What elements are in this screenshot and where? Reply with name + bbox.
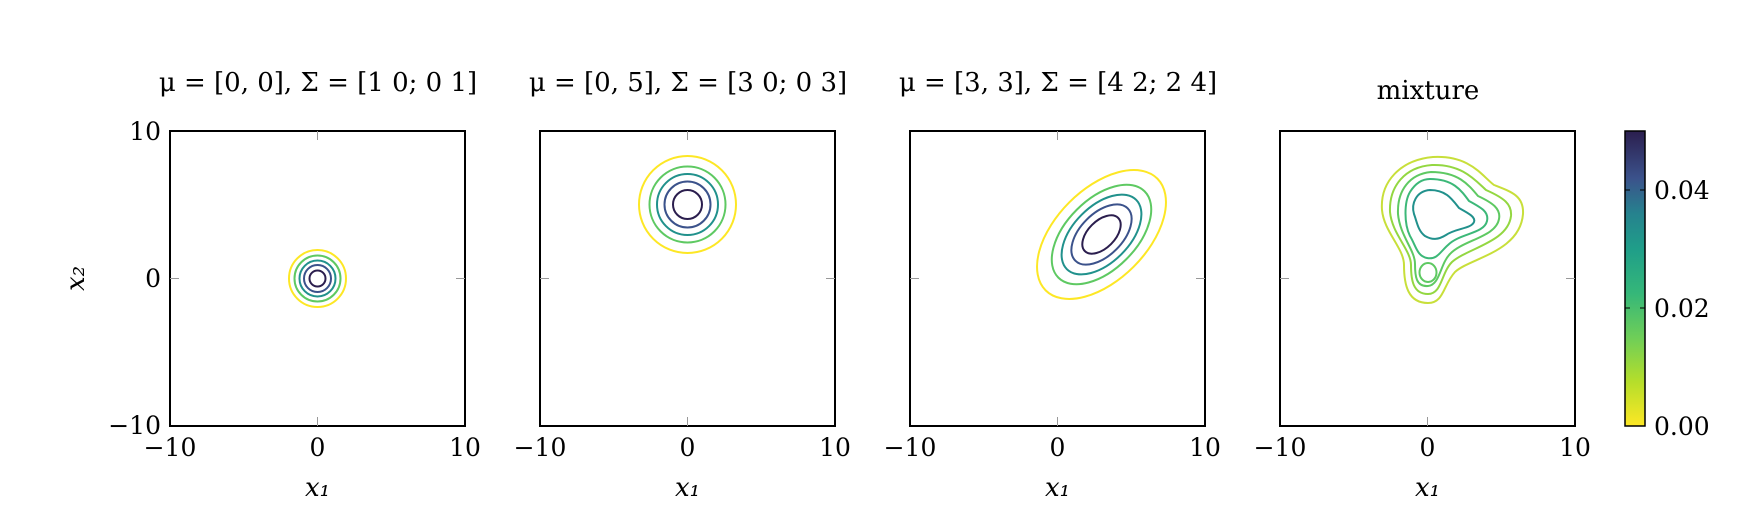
panel-1-ylabel: x₂ xyxy=(61,266,91,291)
panel-4-contour-2 xyxy=(1388,163,1513,295)
panel-3-xtick-label-right: 10 xyxy=(1189,433,1221,462)
colorbar-tick-label: 0.04 xyxy=(1654,176,1710,205)
panel-3-contour-4 xyxy=(1070,203,1133,266)
panel-2-frame xyxy=(539,130,836,427)
panel-4-xtick-label-mid: 0 xyxy=(1420,433,1436,462)
panel-1-frame xyxy=(169,130,466,427)
panel-3-contour-5 xyxy=(1081,214,1122,255)
panel-3-frame xyxy=(909,130,1206,427)
panel-4-contour-5 xyxy=(1412,189,1476,240)
panel-2-title: μ = [0, 5], Σ = [3 0; 0 3] xyxy=(529,68,847,98)
panel-2-xlabel: x₁ xyxy=(675,473,700,503)
panel-3-contour-2 xyxy=(1050,183,1153,286)
colorbar-bar xyxy=(1624,130,1646,427)
panel-4-frame xyxy=(1279,130,1576,427)
panel-1-ytick-label-top: 10 xyxy=(129,117,161,146)
panel-4-contour-6 xyxy=(1418,262,1438,283)
panel-2-contour-2 xyxy=(648,165,727,244)
panel-2-contour-3 xyxy=(656,173,719,236)
panel-1-gridticks xyxy=(170,131,465,426)
colorbar-tick-label: 0.02 xyxy=(1654,294,1710,323)
panel-1-xtick-label-left: −10 xyxy=(144,433,197,462)
panel-1-contour-5 xyxy=(308,269,327,288)
panel-3-contour-1 xyxy=(1036,169,1167,300)
panel-1-xtick-label-right: 10 xyxy=(449,433,481,462)
panel-2-xtick-label-mid: 0 xyxy=(680,433,696,462)
panel-3-xtick-label-left: −10 xyxy=(884,433,937,462)
panel-2-contour-5 xyxy=(672,189,703,220)
panel-4-contour-3 xyxy=(1396,171,1501,288)
panel-4-xtick-label-right: 10 xyxy=(1559,433,1591,462)
panel-2-contour-4 xyxy=(663,180,712,229)
panel-4: mixture −10 0 10 x₁ xyxy=(1254,76,1591,503)
panel-1-ytick-label-bottom: −10 xyxy=(108,411,161,440)
panel-4-contour-1 xyxy=(1380,155,1525,304)
panel-1-title: μ = [0, 0], Σ = [1 0; 0 1] xyxy=(159,68,477,98)
panel-1-contour-4 xyxy=(303,264,332,293)
panel-1-ytick-label-mid: 0 xyxy=(145,264,161,293)
panel-4-xlabel: x₁ xyxy=(1415,473,1440,503)
panel-1-contour-2 xyxy=(293,254,342,303)
panel-1-xlabel: x₁ xyxy=(305,473,330,503)
panel-3: μ = [3, 3], Σ = [4 2; 2 4] −10 0 10 x₁ xyxy=(884,68,1221,503)
panel-2-xtick-label-left: −10 xyxy=(514,433,567,462)
panel-1-xtick-label-mid: 0 xyxy=(310,433,326,462)
colorbar-tick-label: 0.00 xyxy=(1654,412,1710,441)
panel-1: μ = [0, 0], Σ = [1 0; 0 1] 10 0 −10 −10 … xyxy=(61,68,481,503)
colorbar: 0.00 0.02 0.04 xyxy=(1624,130,1710,441)
panel-1-contour-3 xyxy=(298,259,337,298)
panel-2-xtick-label-right: 10 xyxy=(819,433,851,462)
panel-3-xtick-label-mid: 0 xyxy=(1050,433,1066,462)
panel-4-title: mixture xyxy=(1377,76,1480,106)
panel-4-contour-4 xyxy=(1404,178,1489,260)
panel-2: μ = [0, 5], Σ = [3 0; 0 3] −10 0 10 x₁ xyxy=(514,68,851,503)
panel-1-contour-1 xyxy=(288,249,347,308)
panel-3-contour-3 xyxy=(1060,193,1143,276)
panel-3-title: μ = [3, 3], Σ = [4 2; 2 4] xyxy=(899,68,1217,98)
panel-3-xlabel: x₁ xyxy=(1045,473,1070,503)
panel-2-contour-1 xyxy=(638,155,737,254)
panel-4-xtick-label-left: −10 xyxy=(1254,433,1307,462)
